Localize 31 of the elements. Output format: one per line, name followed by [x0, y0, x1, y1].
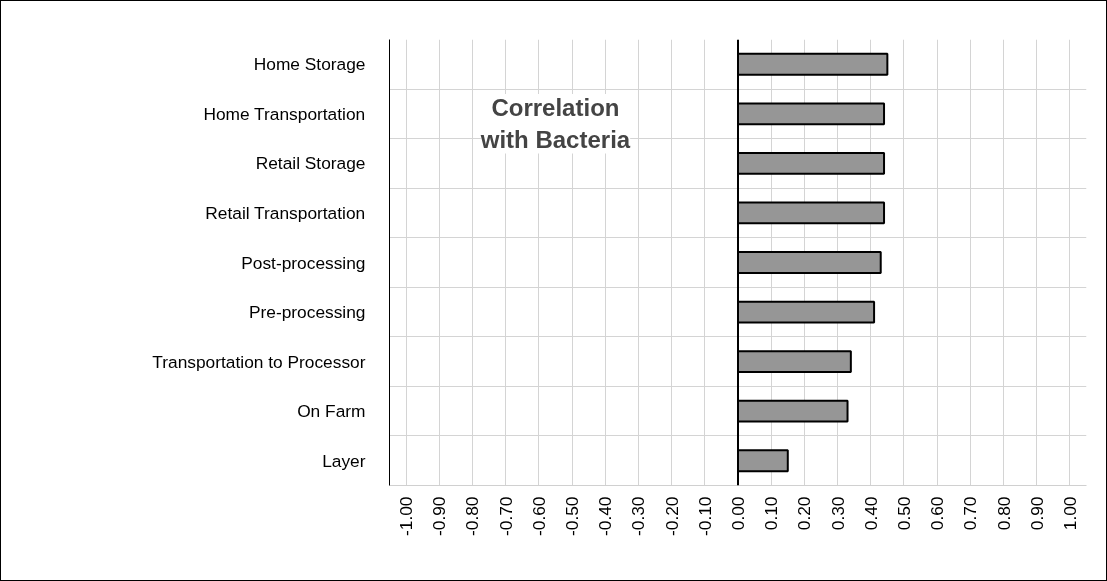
x-tick-label: -0.80 — [462, 496, 483, 536]
x-tick-label: -0.20 — [661, 496, 682, 536]
y-tick-label: Transportation to Processor — [152, 351, 366, 372]
y-tick-label: Home Storage — [253, 54, 366, 75]
x-tick-label: 0.30 — [827, 496, 848, 531]
x-tick-label: 0.70 — [960, 496, 981, 531]
x-tick-label: 0.60 — [927, 496, 948, 531]
x-tick-label: -0.50 — [562, 496, 583, 536]
y-tick-label: Home Transportation — [203, 103, 366, 124]
x-tick-label: 0.80 — [993, 496, 1014, 531]
x-tick-label: 0.90 — [1026, 496, 1047, 531]
y-tick-label: Pre-processing — [248, 302, 366, 323]
x-tick-label: -0.70 — [495, 496, 516, 536]
x-tick-label: -0.30 — [628, 496, 649, 536]
x-tick-label: -0.60 — [528, 496, 549, 536]
y-tick-label: Layer — [322, 450, 366, 471]
y-tick-label: Retail Transportation — [205, 202, 366, 223]
x-tick-label: 0.40 — [860, 496, 881, 531]
x-tick-label: 1.00 — [1059, 496, 1080, 531]
x-tick-label: 0.10 — [761, 496, 782, 531]
y-tick-label: Retail Storage — [255, 153, 366, 174]
y-tick-label: Post-processing — [241, 252, 366, 273]
x-tick-label: -1.00 — [396, 496, 417, 536]
text: Correlation with Bacteria — [479, 94, 631, 154]
x-tick-label: 0.00 — [728, 496, 748, 531]
y-tick-label: On Farm — [297, 401, 366, 422]
x-tick-label: -0.10 — [694, 496, 715, 536]
x-tick-label: -0.90 — [429, 496, 450, 536]
x-tick-label: -0.40 — [595, 496, 616, 536]
x-tick-label: 0.50 — [893, 496, 914, 531]
x-tick-label: 0.20 — [794, 496, 815, 531]
